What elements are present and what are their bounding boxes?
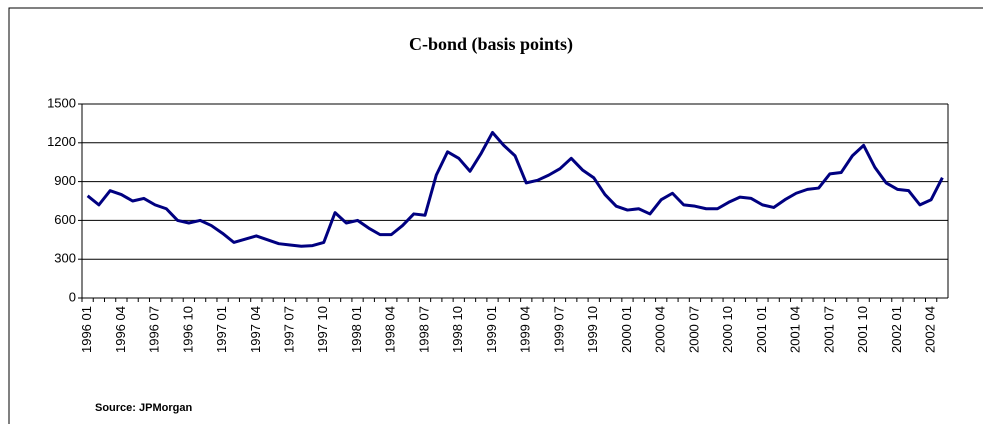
x-tick-label: 2000 04 [653,306,668,353]
x-tick-label: 1999 07 [551,306,566,353]
x-tick-label: 2002 04 [923,306,938,353]
x-tick-label: 2001 10 [855,306,870,353]
x-tick-label: 1996 04 [113,306,128,353]
x-tick-label: 1999 01 [484,306,499,353]
x-tick-label: 1998 01 [349,306,364,353]
x-tick-label: 2001 04 [788,306,803,353]
x-tick-label: 1999 10 [585,306,600,353]
x-tick-label: 1997 07 [282,306,297,353]
y-tick-label: 0 [69,289,76,304]
x-tick-label: 2001 07 [821,306,836,353]
chart-border [8,7,983,424]
x-tick-label: 1997 10 [315,306,330,353]
x-tick-label: 2000 01 [619,306,634,353]
y-tick-label: 300 [54,251,76,266]
x-tick-label: 1999 04 [518,306,533,353]
x-tick-label: 1997 04 [248,306,263,353]
y-tick-label: 1200 [47,134,76,149]
x-tick-label: 1997 01 [214,306,229,353]
x-tick-label: 1996 10 [180,306,195,353]
x-tick-label: 1996 07 [147,306,162,353]
line-series [86,130,944,248]
x-tick-label: 1996 01 [79,306,94,353]
chart-title: C-bond (basis points) [409,34,573,55]
x-tick-label: 1998 10 [450,306,465,353]
x-tick-label: 1998 04 [383,306,398,353]
x-tick-label: 2000 07 [686,306,701,353]
x-tick-label: 1998 07 [416,306,431,353]
x-tick-label: 2000 10 [720,306,735,353]
x-tick-label: 2001 01 [754,306,769,353]
x-tick-label: 2002 01 [889,306,904,353]
source-note: Source: JPMorgan [95,402,192,414]
y-tick-label: 1500 [47,95,76,110]
y-tick-label: 900 [54,173,76,188]
y-tick-label: 600 [54,212,76,227]
